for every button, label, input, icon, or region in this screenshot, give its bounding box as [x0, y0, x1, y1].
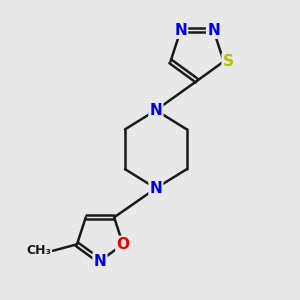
- Text: CH₃: CH₃: [26, 244, 51, 257]
- Text: O: O: [116, 237, 129, 252]
- Text: N: N: [94, 254, 106, 268]
- Text: N: N: [207, 23, 220, 38]
- Text: N: N: [174, 23, 187, 38]
- Text: N: N: [149, 181, 162, 196]
- Text: N: N: [149, 103, 162, 118]
- Text: S: S: [223, 54, 234, 69]
